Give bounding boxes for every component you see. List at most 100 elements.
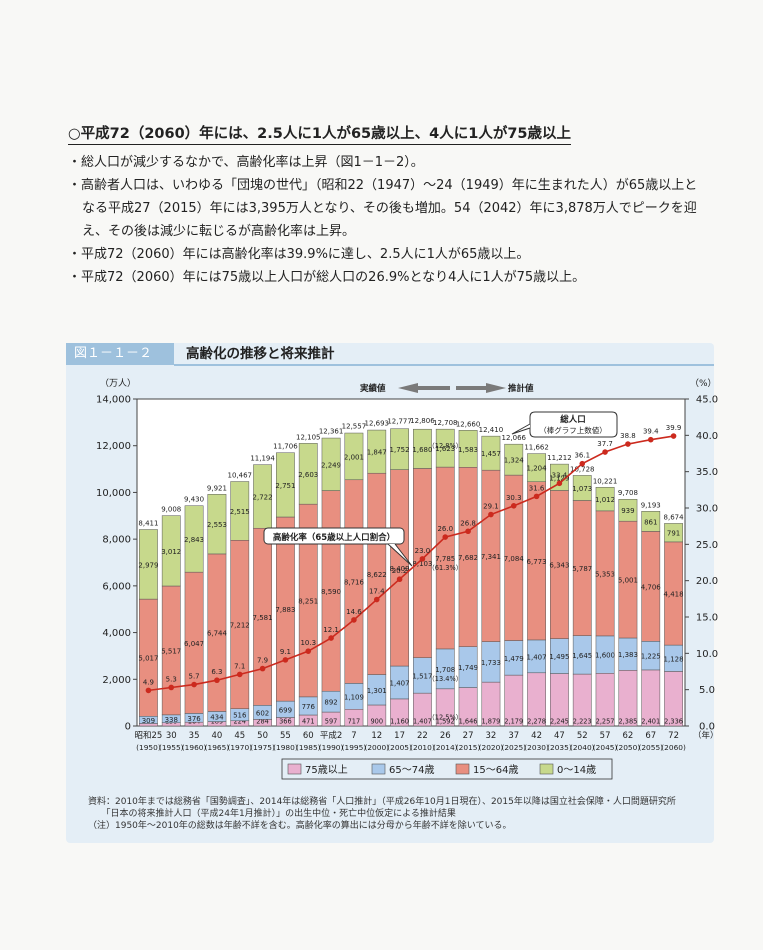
total-value-label: 12,777 (387, 418, 412, 426)
x-year-label: (2000) (364, 743, 389, 752)
bar-segment (367, 429, 387, 474)
aging-rate-point (625, 441, 631, 447)
segment-value-label: 8,622 (367, 571, 387, 579)
bullet-3: ・平成72（2060）年には高齢化率は39.9%に達し、2.5人に1人が65歳以… (68, 247, 530, 262)
segment-value-label: 2,278 (527, 718, 546, 726)
segment-value-label: 2,249 (321, 461, 341, 469)
segment-value-label: 1,583 (458, 446, 478, 454)
aging-rate-label: 7.9 (257, 657, 268, 665)
segment-value-label: 7,084 (504, 555, 525, 563)
total-value-label: 12,410 (479, 426, 504, 434)
x-year-label: (2040) (570, 743, 595, 752)
right-tick-label: 30.0 (696, 504, 718, 515)
bar-segment (572, 475, 592, 501)
segment-value-label: 1,073 (572, 485, 592, 493)
x-tick-label: 35 (189, 731, 200, 741)
x-tick-label: 55 (280, 731, 291, 741)
segment-value-label: 1,457 (481, 450, 501, 458)
aging-rate-point (465, 528, 471, 535)
x-tick-label: 22 (417, 731, 428, 741)
bar-segment (321, 437, 341, 491)
segment-value-label: 1,752 (390, 446, 410, 454)
note-line-2: 「日本の将来推計人口（平成24年1月推計）」の出生中位・死亡中位仮定による推計結… (88, 809, 456, 819)
aging-rate-label: 6.3 (211, 668, 222, 676)
segment-value-label: 434 (210, 714, 224, 722)
x-tick-label: 17 (394, 731, 405, 741)
aging-rate-point (214, 677, 220, 684)
bar-segment (184, 505, 204, 573)
x-tick-label: 52 (577, 731, 588, 741)
pct-15-64-label: （61.3%） (428, 564, 462, 572)
right-tick-label: 0.0 (699, 722, 715, 733)
aging-rate-label: 36.1 (574, 452, 590, 460)
x-year-label: (1985) (296, 743, 321, 752)
right-axis-unit: （%） (690, 378, 717, 389)
segment-value-label: 1,479 (504, 655, 524, 663)
x-tick-label: 42 (531, 731, 542, 741)
left-tick-label: 4,000 (102, 628, 131, 639)
segment-value-label: 597 (325, 718, 338, 726)
total-value-label: 12,708 (433, 419, 458, 427)
x-year-label: (2005) (387, 743, 412, 752)
aging-rate-label: 31.6 (529, 484, 545, 492)
segment-value-label: 8,716 (344, 579, 365, 587)
x-tick-label: 62 (623, 731, 634, 741)
total-value-label: 12,361 (319, 427, 344, 435)
bar-segment (390, 428, 409, 470)
aging-rate-point (419, 556, 426, 562)
total-callout-title: 総人口 (560, 414, 586, 425)
x-tick-label: 37 (508, 731, 519, 741)
segment-value-label: 224 (233, 718, 246, 726)
segment-value-label: 791 (667, 530, 680, 538)
bar-segment (344, 432, 364, 481)
segment-value-label: 2,979 (138, 561, 158, 569)
x-tick-label: 30 (166, 731, 177, 741)
segment-value-label: 366 (279, 718, 292, 726)
total-value-label: 9,708 (618, 489, 638, 497)
total-value-label: 11,662 (524, 444, 549, 452)
bar-segment (139, 529, 158, 600)
segment-value-label: 8,409 (390, 565, 410, 573)
aging-rate-point (351, 617, 357, 623)
segment-value-label: 1,600 (595, 652, 615, 660)
segment-value-label: 7,341 (481, 553, 501, 561)
segment-value-label: 1,383 (618, 651, 638, 659)
bar-segment (504, 443, 524, 476)
total-callout-box (529, 411, 618, 438)
segment-value-label: 2,722 (253, 493, 273, 501)
aging-rate-point (556, 480, 563, 487)
x-tick-label: 12 (371, 731, 382, 741)
legend-label: 75歳以上 (305, 764, 348, 776)
total-callout-sub: （棒グラフ上数値） (539, 425, 607, 435)
aging-rate-label: 10.3 (300, 639, 316, 647)
total-value-label: 11,194 (250, 455, 275, 463)
right-tick-label: 45.0 (696, 395, 718, 406)
pct-0-14-label: （12.8%） (428, 442, 462, 450)
right-tick-label: 10.0 (696, 649, 718, 660)
bullet-4: ・平成72（2060）年には75歳以上人口が総人口の26.9%となり4人に1人が… (68, 270, 586, 285)
legend-swatch (371, 763, 386, 775)
note-line-1: 資料：2010年までは総務省「国勢調査」、2014年は総務省「人口推計」（平成2… (88, 797, 676, 807)
aging-rate-label: 20.2 (392, 567, 408, 575)
segment-value-label: 6,744 (207, 630, 228, 638)
segment-value-label: 1,847 (367, 449, 387, 457)
aging-rate-point (510, 503, 517, 509)
aging-rate-label: 37.7 (597, 440, 613, 448)
bar-segment (276, 452, 295, 518)
aging-rate-label: 23.0 (415, 547, 431, 555)
x-tick-label: 32 (486, 731, 497, 741)
aging-rate-point (145, 687, 152, 694)
aging-rate-point (442, 534, 449, 540)
aging-rate-point (259, 665, 266, 672)
right-tick-label: 15.0 (696, 613, 718, 624)
segment-value-label: 5,001 (618, 577, 638, 585)
rate-callout-pointer (387, 543, 413, 567)
right-tick-label: 5.0 (699, 685, 715, 696)
segment-value-label: 1,646 (459, 718, 478, 726)
segment-value-label: 284 (256, 718, 269, 726)
segment-value-label: 2,751 (275, 482, 295, 490)
aging-rate-label: 29.1 (483, 503, 499, 511)
total-value-label: 10,728 (570, 465, 595, 473)
segment-value-label: 7,682 (458, 554, 478, 562)
